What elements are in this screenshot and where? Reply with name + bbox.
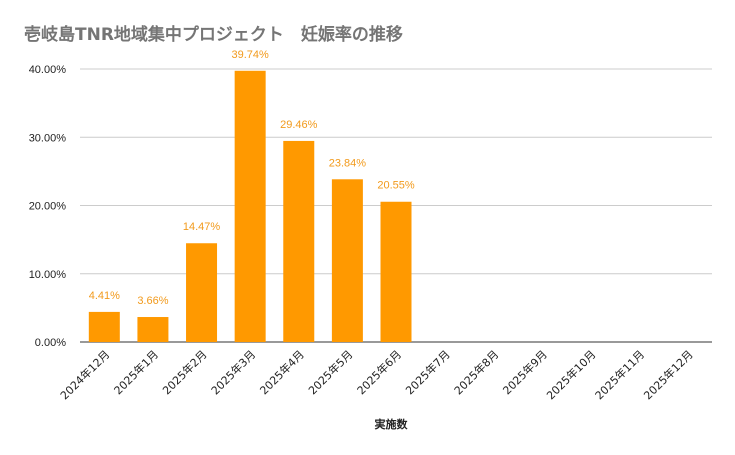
bar (88, 311, 120, 342)
y-tick-label: 20.00% (29, 201, 67, 213)
data-label: 4.41% (89, 290, 120, 302)
x-tick-label: 2025年6月 (354, 347, 404, 397)
x-tick-label: 2024年12月 (57, 347, 112, 402)
data-label: 3.66% (137, 295, 168, 307)
x-tick-label: 2025年8月 (451, 347, 501, 397)
x-tick-label: 2025年2月 (159, 347, 209, 397)
bar (137, 317, 169, 342)
data-label: 20.55% (377, 180, 415, 192)
data-label: 29.46% (280, 119, 318, 131)
x-tick-label: 2025年5月 (305, 347, 355, 397)
x-tick-label: 2025年4月 (257, 347, 307, 397)
x-tick-label: 2025年9月 (500, 347, 550, 397)
x-tick-label: 2025年7月 (403, 347, 453, 397)
bar (186, 243, 218, 342)
data-label: 39.74% (231, 49, 269, 61)
x-tick-label: 2025年12月 (641, 347, 696, 402)
data-labels: 4.41% 3.66% 14.47% 39.74% 29.46% 23.84% 20.55% (89, 49, 415, 307)
x-tick-label: 2025年3月 (208, 347, 258, 397)
data-label: 14.47% (183, 221, 221, 233)
y-axis-ticks: 0.00% 10.00% 20.00% 30.00% 40.00% (29, 64, 67, 349)
data-label: 23.84% (329, 157, 367, 169)
chart-title: 壱岐島TNR地域集中プロジェクト 妊娠率の推移 (24, 25, 403, 45)
y-tick-label: 10.00% (29, 269, 67, 281)
x-axis-label: 実施数 (375, 417, 409, 431)
x-tick-label: 2025年10月 (543, 347, 598, 402)
x-axis-ticks: 2024年12月 2025年1月 2025年2月 2025年3月 2025年4月 2025… (57, 347, 696, 402)
bar (380, 201, 412, 342)
x-tick-label: 2025年1月 (111, 347, 161, 397)
bar (331, 179, 363, 342)
bar (283, 140, 315, 342)
bar (234, 70, 266, 342)
bars (88, 70, 412, 342)
y-tick-label: 0.00% (35, 337, 66, 349)
x-tick-label: 2025年11月 (592, 347, 647, 402)
y-tick-label: 40.00% (29, 64, 67, 76)
y-tick-label: 30.00% (29, 132, 67, 144)
